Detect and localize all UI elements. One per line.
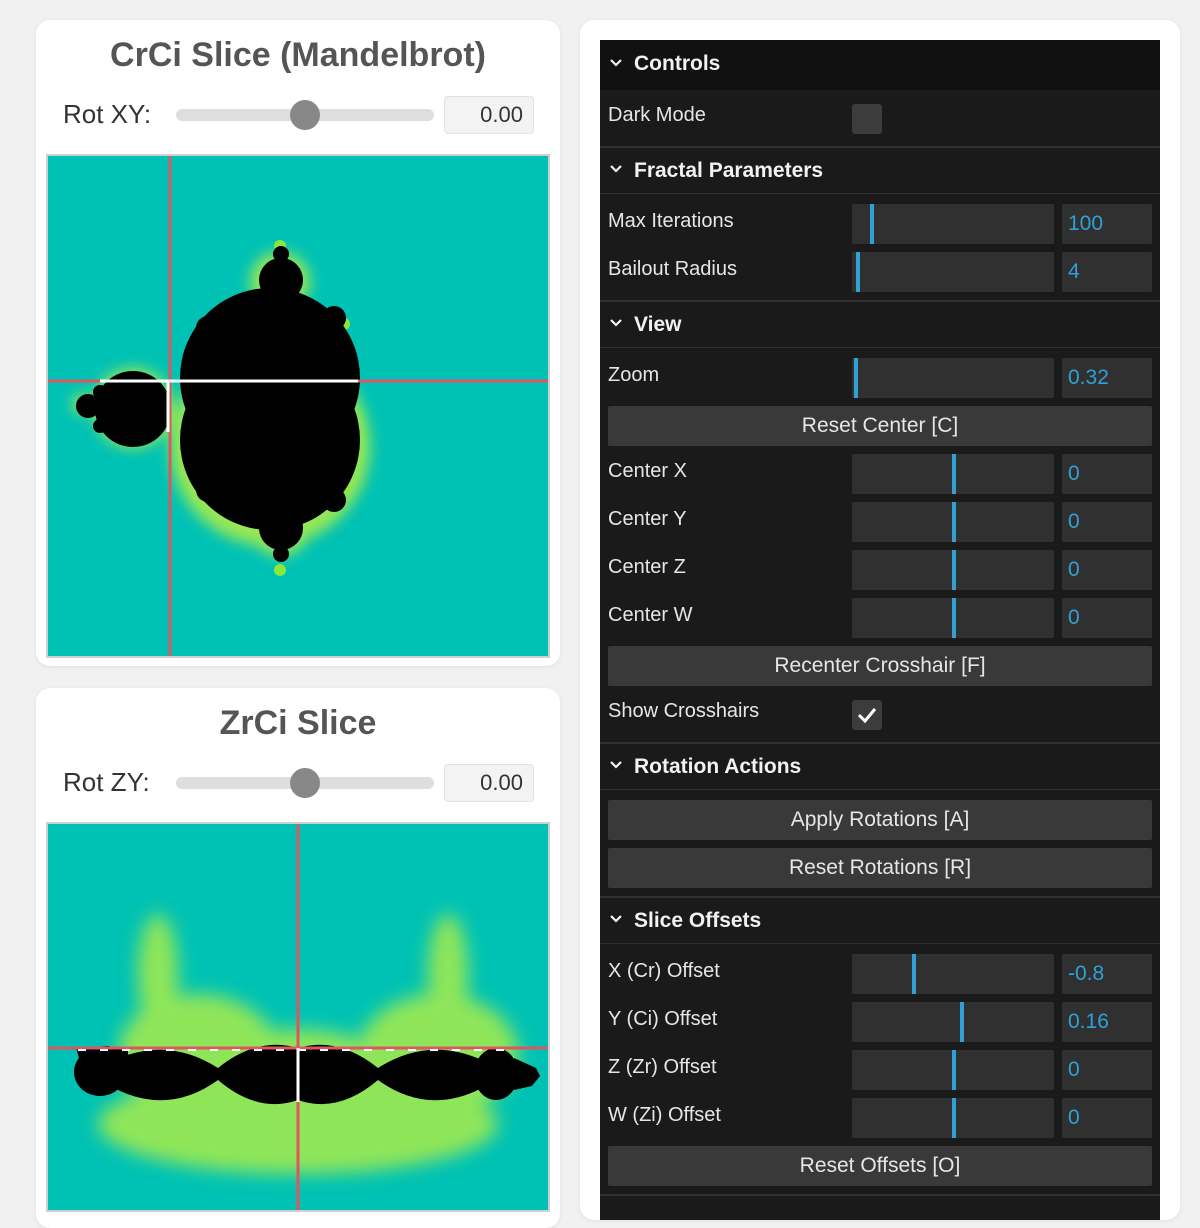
z-offset-input[interactable]: 0 xyxy=(1062,1050,1152,1090)
rotation-actions-label: Rotation Actions xyxy=(634,755,802,778)
mandelbrot-render[interactable] xyxy=(48,156,548,656)
controls-folder-label: Controls xyxy=(634,52,721,75)
zrci-set xyxy=(74,1044,540,1105)
center-w-slider[interactable] xyxy=(852,598,1054,638)
dark-mode-label: Dark Mode xyxy=(608,104,706,126)
center-x-label: Center X xyxy=(608,460,687,482)
rot-xy-slider-knob[interactable] xyxy=(290,100,320,130)
z-offset-label: Z (Zr) Offset xyxy=(608,1056,717,1078)
slice-offsets-label: Slice Offsets xyxy=(634,909,762,932)
w-offset-slider[interactable] xyxy=(852,1098,1054,1138)
apply-rotations-button[interactable]: Apply Rotations [A] xyxy=(608,800,1152,840)
reset-rotations-button[interactable]: Reset Rotations [R] xyxy=(608,848,1152,888)
rot-zy-value[interactable]: 0.00 xyxy=(444,764,534,802)
z-offset-slider[interactable] xyxy=(852,1050,1054,1090)
zrci-canvas[interactable] xyxy=(46,822,550,1212)
reset-offsets-button[interactable]: Reset Offsets [O] xyxy=(608,1146,1152,1186)
chevron-down-icon xyxy=(610,59,622,67)
dark-mode-checkbox[interactable] xyxy=(852,104,882,134)
slice-offsets-folder-header[interactable]: Slice Offsets xyxy=(600,898,1160,944)
bailout-radius-input[interactable]: 4 xyxy=(1062,252,1152,292)
show-crosshairs-label: Show Crosshairs xyxy=(608,700,760,722)
controls-folder-header[interactable]: Controls xyxy=(600,40,1160,90)
chevron-down-icon xyxy=(610,319,622,327)
bailout-radius-slider[interactable] xyxy=(852,252,1054,292)
recenter-crosshair-button[interactable]: Recenter Crosshair [F] xyxy=(608,646,1152,686)
chevron-down-icon xyxy=(610,915,622,923)
x-offset-slider[interactable] xyxy=(852,954,1054,994)
checkmark-icon xyxy=(857,708,877,724)
center-z-label: Center Z xyxy=(608,556,686,578)
rot-zy-label: Rot ZY: xyxy=(63,767,150,797)
rot-xy-value[interactable]: 0.00 xyxy=(444,96,534,134)
center-w-input[interactable]: 0 xyxy=(1062,598,1152,638)
center-y-input[interactable]: 0 xyxy=(1062,502,1152,542)
y-offset-label: Y (Ci) Offset xyxy=(608,1008,718,1030)
center-x-slider[interactable] xyxy=(852,454,1054,494)
max-iterations-label: Max Iterations xyxy=(608,210,734,232)
crci-title: CrCi Slice (Mandelbrot) xyxy=(110,36,486,74)
fractal-parameters-label: Fractal Parameters xyxy=(634,159,824,182)
crci-slice-panel: CrCi Slice (Mandelbrot) Rot XY: 0.00 xyxy=(36,20,560,666)
rot-xy-label: Rot XY: xyxy=(63,99,152,129)
crci-canvas[interactable] xyxy=(46,154,550,658)
show-crosshairs-checkbox[interactable] xyxy=(852,700,882,730)
center-y-label: Center Y xyxy=(608,508,687,530)
zrci-title: ZrCi Slice xyxy=(219,704,377,742)
view-folder-header[interactable]: View xyxy=(600,302,1160,348)
controls-panel-card: Controls Dark Mode Fractal Parameters Ma… xyxy=(580,20,1180,1220)
max-iterations-slider[interactable] xyxy=(852,204,1054,244)
zoom-input[interactable]: 0.32 xyxy=(1062,358,1152,398)
center-z-input[interactable]: 0 xyxy=(1062,550,1152,590)
center-z-slider[interactable] xyxy=(852,550,1054,590)
slice-indicator xyxy=(100,379,358,432)
controls-gui: Controls Dark Mode Fractal Parameters Ma… xyxy=(600,40,1160,1220)
rot-xy-slider[interactable] xyxy=(176,100,434,130)
x-offset-label: X (Cr) Offset xyxy=(608,960,720,982)
zrci-render[interactable] xyxy=(48,824,548,1212)
center-w-label: Center W xyxy=(608,604,693,626)
zrci-slice-panel: ZrCi Slice Rot ZY: 0.00 xyxy=(36,688,560,1228)
chevron-down-icon xyxy=(610,165,622,173)
reset-center-button[interactable]: Reset Center [C] xyxy=(608,406,1152,446)
center-x-input[interactable]: 0 xyxy=(1062,454,1152,494)
max-iterations-input[interactable]: 100 xyxy=(1062,204,1152,244)
mandelbrot-set xyxy=(76,246,360,562)
view-folder-label: View xyxy=(634,313,682,336)
zoom-label: Zoom xyxy=(608,364,660,386)
zoom-slider[interactable] xyxy=(852,358,1054,398)
bailout-radius-label: Bailout Radius xyxy=(608,258,737,280)
fractal-parameters-folder-header[interactable]: Fractal Parameters xyxy=(600,148,1160,194)
rot-zy-slider[interactable] xyxy=(176,768,434,798)
y-offset-input[interactable]: 0.16 xyxy=(1062,1002,1152,1042)
rotation-actions-folder-header[interactable]: Rotation Actions xyxy=(600,744,1160,790)
x-offset-input[interactable]: -0.8 xyxy=(1062,954,1152,994)
w-offset-label: W (Zi) Offset xyxy=(608,1104,721,1126)
chevron-down-icon xyxy=(610,761,622,769)
center-y-slider[interactable] xyxy=(852,502,1054,542)
w-offset-input[interactable]: 0 xyxy=(1062,1098,1152,1138)
y-offset-slider[interactable] xyxy=(852,1002,1054,1042)
rot-zy-slider-knob[interactable] xyxy=(290,768,320,798)
